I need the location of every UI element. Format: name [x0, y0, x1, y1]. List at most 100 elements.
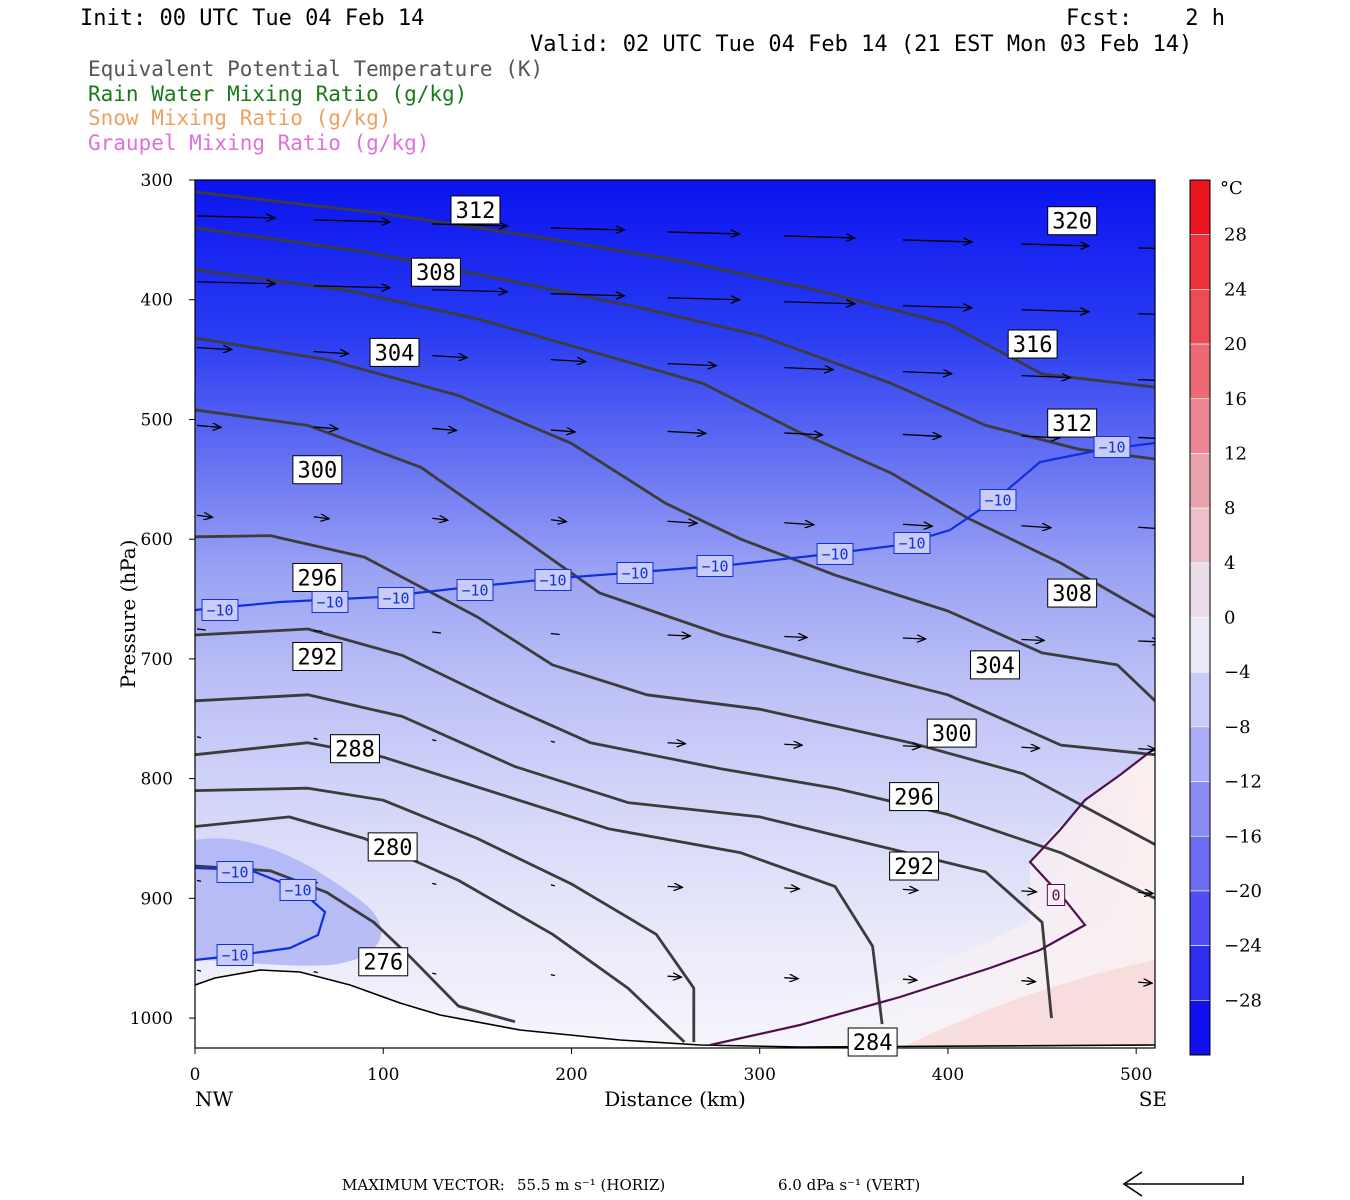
init-time: Init: 00 UTC Tue 04 Feb 14 — [80, 6, 425, 31]
isotherm-label-zero: 0 — [1046, 884, 1066, 906]
wind-vector — [313, 517, 330, 519]
isotherm-label-minus10: −10 — [377, 587, 415, 609]
wind-vector — [196, 736, 202, 739]
isotherm-label-minus10-text: −10 — [382, 589, 409, 607]
wind-vector — [1138, 313, 1155, 315]
colorbar-segment — [1189, 234, 1211, 290]
theta-e-label-text: 308 — [1052, 582, 1092, 607]
wind-vector — [902, 979, 917, 980]
isotherm-label-minus10: −10 — [456, 579, 494, 601]
colorbar-label: 24 — [1224, 279, 1247, 300]
y-axis-label: Pressure (hPa) — [116, 540, 140, 689]
theta-e-label-280: 280 — [367, 832, 418, 862]
isotherm-label-minus10-text: −10 — [316, 593, 343, 611]
isotherm-label-minus10-text: −10 — [461, 581, 488, 599]
wind-vector — [667, 232, 740, 234]
isotherm-label-minus10: −10 — [534, 569, 572, 591]
wind-vector — [196, 348, 232, 350]
colorbar-segment — [1189, 343, 1211, 400]
colorbar-label: 20 — [1224, 334, 1247, 355]
wind-vector — [550, 520, 567, 522]
wind-vector — [432, 972, 437, 975]
colorbar-segment — [1189, 453, 1211, 509]
colorbar-segment — [1189, 398, 1211, 454]
x-tick-label: 100 — [367, 1065, 399, 1085]
theta-e-label-280-text: 280 — [373, 836, 413, 861]
wind-vector — [432, 290, 507, 292]
y-tick-label: 600 — [141, 530, 173, 550]
theta-e-label: 292 — [889, 851, 940, 881]
wind-vector — [784, 978, 798, 979]
colorbar-label: 28 — [1224, 225, 1247, 246]
wind-vector — [1138, 641, 1155, 642]
wind-vector — [313, 737, 318, 740]
wind-vector — [902, 746, 921, 747]
isotherm-label-minus10: −10 — [201, 599, 239, 621]
max-vector-arrow — [1122, 1171, 1244, 1197]
colorbar-segment — [1189, 507, 1211, 564]
isotherm-label-minus10: −10 — [893, 532, 931, 554]
wind-vector — [432, 518, 448, 520]
colorbar-segment — [1189, 289, 1211, 345]
wind-vector — [784, 636, 807, 637]
terrain — [195, 970, 1155, 1048]
theta-e-label-312: 312 — [450, 195, 501, 225]
theta-e-label-308-text: 308 — [416, 261, 456, 286]
wind-vector — [784, 236, 855, 238]
wind-vector — [667, 431, 706, 433]
wind-vector — [784, 888, 799, 889]
x-tick-label: 0 — [190, 1065, 201, 1085]
theta-e-label-276-text: 276 — [363, 951, 403, 976]
colorbar-label: 8 — [1224, 498, 1235, 519]
theta-e-label: 308 — [1047, 578, 1098, 608]
wind-vector — [1138, 247, 1155, 250]
colorbar-segment — [1189, 726, 1211, 782]
y-tick-label: 800 — [141, 770, 173, 790]
wind-vector — [196, 969, 202, 972]
wind-vector — [550, 294, 625, 296]
wind-vector — [667, 298, 740, 300]
theta-e-label-text: 296 — [894, 785, 934, 810]
theta-e-contour-300 — [195, 534, 1155, 846]
theta-e-label-316: 316 — [1007, 329, 1058, 359]
wind-vector — [196, 515, 213, 517]
isotherm-label-minus10-text: −10 — [221, 863, 248, 881]
theta-e-contour-292 — [195, 693, 1053, 1019]
theta-e-label-320-text: 320 — [1052, 210, 1092, 235]
theta-e-label-296-text: 296 — [297, 566, 337, 591]
wind-vector — [784, 302, 855, 304]
wind-vector — [784, 744, 802, 745]
isotherm-label-minus10-text: −10 — [539, 571, 566, 589]
isotherm-label-minus10: −10 — [216, 944, 254, 966]
x-tick-label: 500 — [1120, 1065, 1152, 1085]
theta-e-label-292: 292 — [292, 642, 343, 672]
plot-frame — [194, 179, 1156, 1049]
wind-vector — [784, 523, 814, 525]
max-vector-horiz: 55.5 m s⁻¹ (HORIZ) — [517, 1176, 666, 1194]
x-axis-nw: NW — [195, 1087, 234, 1111]
theta-e-label: 312 — [1047, 408, 1098, 438]
colorbar-label: 16 — [1224, 389, 1247, 410]
theta-e-contour-284 — [195, 786, 696, 1042]
y-tick-label: 300 — [141, 171, 173, 191]
wind-vector — [784, 368, 833, 370]
theta-e-contour-312 — [195, 268, 1155, 619]
wind-vector — [902, 524, 933, 526]
wind-vector — [1021, 376, 1070, 378]
theta-e-contour-296 — [195, 627, 1155, 900]
wind-vector — [432, 882, 437, 886]
colorbar-label: −16 — [1224, 826, 1262, 847]
colorbar-segment — [1189, 562, 1211, 618]
colorbar-unit: °C — [1220, 178, 1243, 199]
theta-e-contour-304 — [195, 408, 1155, 757]
x-axis-label: Distance (km) — [604, 1087, 746, 1111]
theta-e-label-296: 296 — [292, 562, 343, 592]
theta-e-label: 296 — [889, 782, 940, 812]
wind-vector — [1138, 892, 1153, 893]
wind-vector — [1021, 747, 1039, 748]
isotherm-label-minus10-text: −10 — [284, 881, 311, 899]
wind-vector — [1021, 244, 1089, 246]
colorbar-label: −24 — [1224, 936, 1262, 957]
legend-snow: Snow Mixing Ratio (g/kg) — [88, 106, 392, 130]
